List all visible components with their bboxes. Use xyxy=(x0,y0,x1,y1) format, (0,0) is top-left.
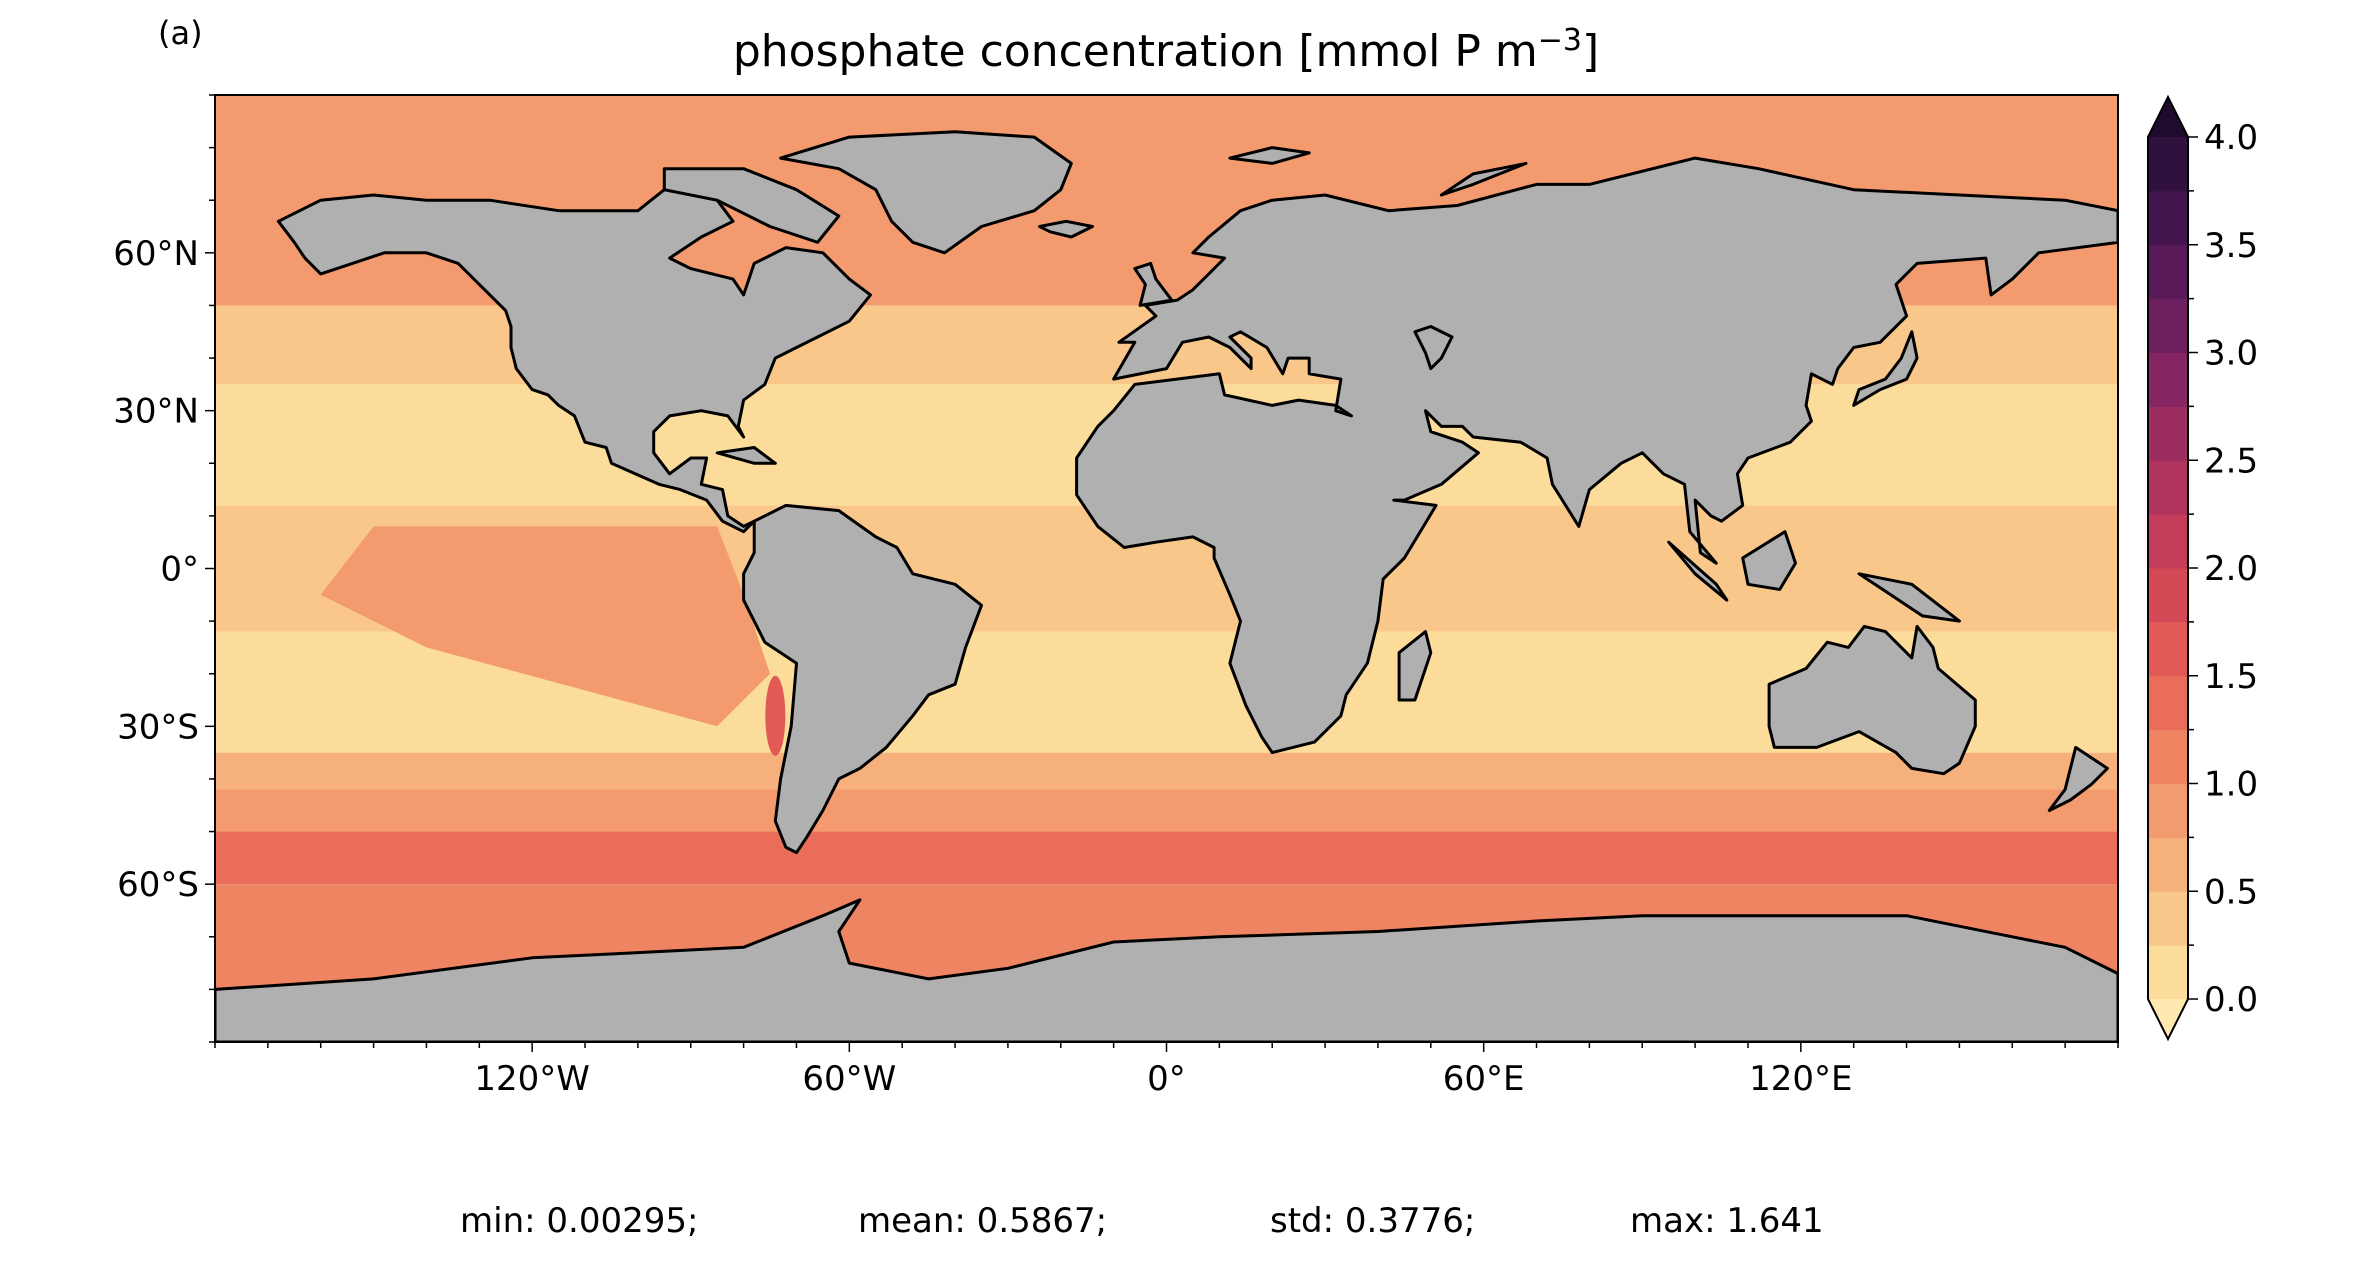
colorbar-segment xyxy=(2148,352,2188,407)
lon-tick-label: 60°E xyxy=(1443,1059,1525,1099)
colorbar-tick-label: 4.0 xyxy=(2204,118,2258,158)
colorbar-tick-label: 3.0 xyxy=(2204,334,2258,374)
colorbar-tick-label: 2.0 xyxy=(2204,549,2258,589)
colorbar-under-arrow xyxy=(2148,999,2188,1039)
east-pacific-region xyxy=(320,526,770,727)
land-new-zealand xyxy=(2047,745,2109,812)
lat-tick-label: 60°N xyxy=(113,234,199,274)
colorbar-over-arrow xyxy=(2148,97,2188,137)
land-greenland xyxy=(779,130,1073,255)
lon-tick-label: 120°E xyxy=(1749,1059,1852,1099)
stat-mean: mean: 0.5867; xyxy=(858,1201,1107,1241)
colorbar-tick-label: 0.0 xyxy=(2204,980,2258,1020)
stats-line: min: 0.00295; mean: 0.5867; std: 0.3776;… xyxy=(460,1201,1824,1241)
colorbar-segment xyxy=(2148,568,2188,623)
colorbar-segment xyxy=(2148,137,2188,192)
colorbar-tick-label: 2.5 xyxy=(2204,441,2258,481)
colorbar-tick-label: 1.5 xyxy=(2204,657,2258,697)
colorbar-segment xyxy=(2148,514,2188,569)
map-title: phosphate concentration [mmol P m−3] xyxy=(733,23,1599,77)
lon-tick-label: 60°W xyxy=(802,1059,896,1099)
colorbar-segment xyxy=(2148,783,2188,838)
colorbar-segment xyxy=(2148,244,2188,300)
colorbar-segment xyxy=(2148,891,2188,946)
colorbar-tick-label: 1.0 xyxy=(2204,765,2258,805)
lat-tick-label: 60°S xyxy=(117,865,199,905)
land-cuba xyxy=(715,446,777,465)
land-sumatra xyxy=(1667,540,1729,602)
colorbar-tick-label: 0.5 xyxy=(2204,872,2258,912)
field-band-2 xyxy=(215,789,2118,832)
map-ticks: 120°W 60°W 0° 60°E 120°E 60°N 30°N 0° 30°S 60°S xyxy=(113,94,2119,1099)
title-main: phosphate concentration [mmol P m xyxy=(733,26,1538,77)
title-close: ] xyxy=(1582,26,1599,77)
lat-tick-label: 30°N xyxy=(113,392,199,432)
map-area: 120°W 60°W 0° 60°E 120°E 60°N 30°N 0° 30°S 60°S xyxy=(113,94,2119,1099)
land-antarctica xyxy=(215,898,2118,1042)
land-masses xyxy=(215,130,2118,1042)
colorbar: 0.0 0.5 1.0 1.5 2.0 2.5 3.0 3.5 4.0 xyxy=(2147,94,2258,1042)
land-iceland xyxy=(1038,219,1094,239)
lon-tick-label: 120°W xyxy=(474,1059,590,1099)
land-arabian-caspian-gap xyxy=(1413,325,1454,371)
colorbar-tick-label: 3.5 xyxy=(2204,226,2258,266)
land-eurasia-africa xyxy=(1075,156,2118,755)
land-north-america xyxy=(276,188,872,534)
field-band-1 xyxy=(215,831,2118,885)
land-baffin-region xyxy=(662,167,841,244)
stat-max: max: 1.641 xyxy=(1630,1201,1824,1241)
title-superscript: −3 xyxy=(1538,23,1582,58)
colorbar-segment xyxy=(2148,945,2188,1000)
lat-tick-label: 30°S xyxy=(117,707,199,747)
land-borneo xyxy=(1741,530,1797,591)
colorbar-segment xyxy=(2148,298,2188,353)
stat-std: std: 0.3776; xyxy=(1270,1201,1475,1241)
panel-label: (a) xyxy=(158,14,203,52)
colorbar-segment xyxy=(2148,837,2188,892)
lat-tick-label: 0° xyxy=(160,550,199,590)
peru-upwelling xyxy=(765,675,786,756)
lon-tick-label: 0° xyxy=(1147,1059,1186,1099)
land-new-guinea xyxy=(1857,572,1961,623)
land-novaya-zemlya xyxy=(1439,161,1528,197)
colorbar-segment xyxy=(2148,190,2188,246)
colorbar-segment xyxy=(2148,675,2188,731)
colorbar-segment xyxy=(2148,621,2188,677)
land-madagascar xyxy=(1397,630,1433,702)
land-japan xyxy=(1852,330,1919,407)
colorbar-segment xyxy=(2148,729,2188,784)
land-svalbard xyxy=(1228,146,1311,165)
field-band-3 xyxy=(215,752,2118,790)
land-south-america xyxy=(742,503,983,855)
land-uk xyxy=(1133,261,1174,307)
colorbar-segment xyxy=(2148,460,2188,515)
colorbar-segment xyxy=(2148,406,2188,461)
stat-min: min: 0.00295; xyxy=(460,1201,698,1241)
land-australia xyxy=(1767,624,1977,776)
